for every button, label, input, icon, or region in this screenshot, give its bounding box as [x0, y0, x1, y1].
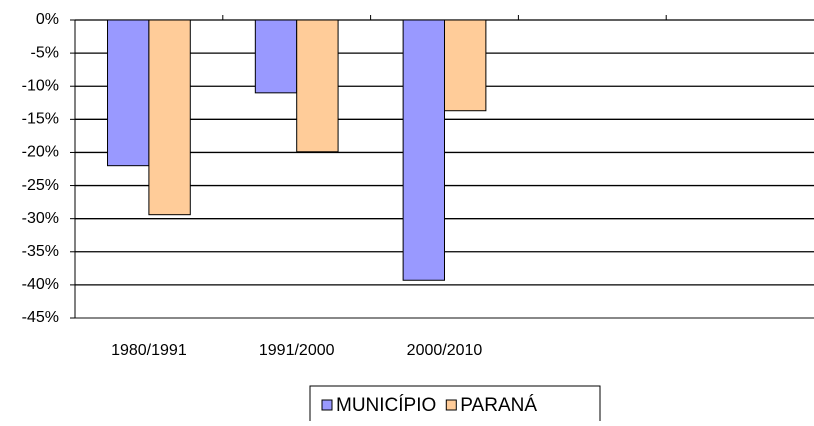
- legend-label: PARANÁ: [460, 395, 537, 416]
- y-tick-label: -40%: [22, 276, 59, 293]
- y-tick-label: -35%: [22, 243, 59, 260]
- legend-swatch: [445, 399, 457, 411]
- legend-label: MUNICÍPIO: [336, 395, 436, 416]
- y-tick-label: -5%: [31, 44, 59, 61]
- x-tick-label: 1980/1991: [111, 342, 187, 359]
- y-tick-label: 0%: [36, 11, 59, 28]
- legend-swatch: [321, 399, 333, 411]
- y-tick-label: -15%: [22, 111, 59, 128]
- bar: [296, 19, 339, 153]
- y-tick-label: -30%: [22, 210, 59, 227]
- bar: [444, 19, 487, 112]
- bar: [402, 19, 445, 281]
- y-tick-label: -45%: [22, 309, 59, 326]
- bar: [254, 19, 298, 94]
- y-tick-label: -25%: [22, 177, 59, 194]
- y-tick-label: -10%: [22, 77, 59, 94]
- bar: [107, 19, 150, 167]
- bar: [148, 19, 191, 216]
- x-tick-label: 1991/2000: [259, 342, 335, 359]
- y-tick-label: -20%: [22, 144, 59, 161]
- x-tick-label: 2000/2010: [407, 342, 483, 359]
